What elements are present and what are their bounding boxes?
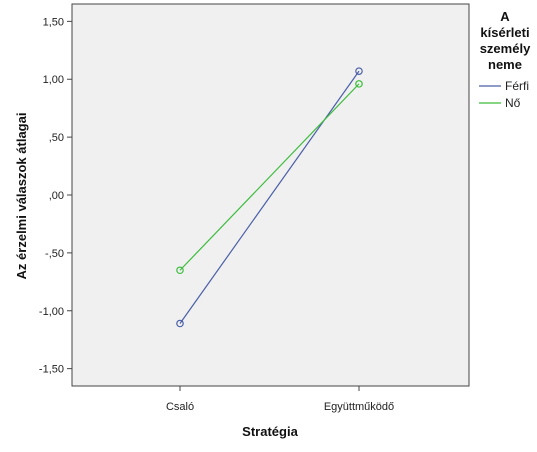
legend-title-line-2: kísérleti <box>480 25 529 40</box>
series-line-0 <box>179 70 360 324</box>
series-0-point-0 <box>176 319 184 328</box>
x-tick-label: Csaló <box>166 401 194 413</box>
series-line-1 <box>179 83 360 271</box>
y-tick-label: 1,00 <box>43 74 64 86</box>
series-1-point-0 <box>176 266 184 275</box>
series-layer <box>176 67 363 328</box>
y-tick-label: ,00 <box>49 190 64 202</box>
y-tick-label: -1,00 <box>39 306 64 318</box>
y-tick-label: -1,50 <box>39 364 64 376</box>
y-tick-label: 1,50 <box>43 16 64 28</box>
y-tick-label: ,50 <box>49 132 64 144</box>
series-1-point-1 <box>355 80 363 88</box>
legend-title-line-1: A <box>500 9 510 24</box>
x-axis-title: Stratégia <box>242 424 298 439</box>
legend-title-line-3: személy <box>480 41 531 56</box>
series-0-point-1 <box>355 67 363 75</box>
x-axis: Csaló Együttműködő <box>166 386 394 413</box>
y-axis: 1,50 1,00 ,50 ,00 -,50 -1,00 -1,50 <box>39 16 72 376</box>
y-axis-title: Az érzelmi válaszok átlagai <box>14 113 29 280</box>
legend-label-ferfi: Férfi <box>505 79 529 93</box>
x-tick-label: Együttműködő <box>324 401 394 413</box>
legend: A kísérleti személy neme Férfi Nő <box>479 9 531 110</box>
y-tick-label: -,50 <box>45 248 64 260</box>
legend-title-line-4: neme <box>488 57 522 72</box>
legend-label-no: Nő <box>505 96 521 110</box>
